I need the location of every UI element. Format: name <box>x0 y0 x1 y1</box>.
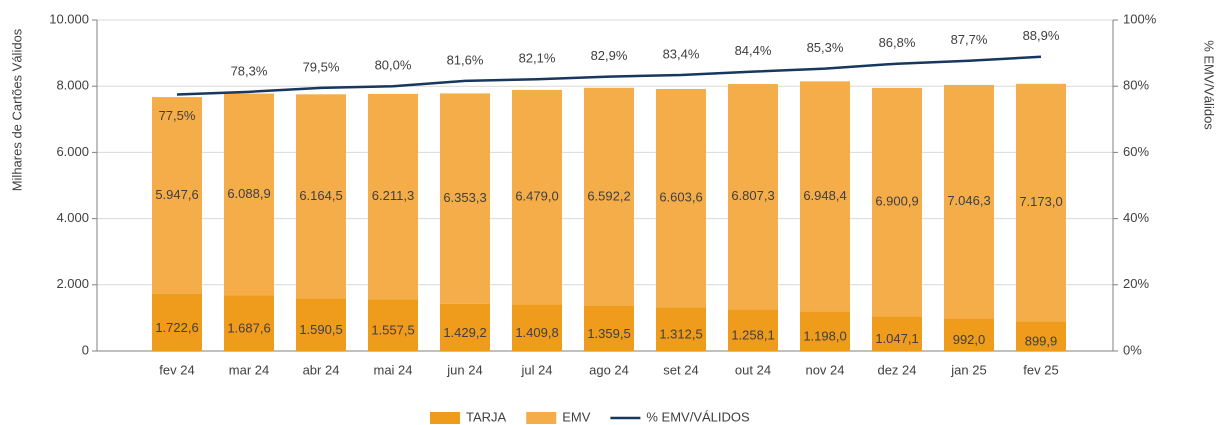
y-axis-label: Milhares de Cartões Válidos <box>9 28 24 191</box>
bar-segment <box>512 304 562 351</box>
bar-segment <box>296 298 346 351</box>
line-label: 82,1% <box>519 51 556 66</box>
bar-segment <box>800 311 850 351</box>
y-tick-label: 0 <box>82 342 89 357</box>
bar-segment <box>224 93 274 296</box>
y-tick-label: 10.000 <box>49 11 89 26</box>
legend-swatch <box>430 412 460 424</box>
bar-segment <box>584 306 634 351</box>
x-tick-label: dez 24 <box>877 362 916 377</box>
x-tick-label: jun 24 <box>446 362 482 377</box>
bar-segment <box>512 89 562 305</box>
y-tick-label: 4.000 <box>56 210 89 225</box>
data-label: 7.046,3 <box>947 193 990 208</box>
data-label: 1.429,2 <box>443 325 486 340</box>
bar-segment <box>1016 321 1066 351</box>
data-label: 1.409,8 <box>515 325 558 340</box>
line-label: 84,4% <box>735 43 772 58</box>
bar-segment <box>368 299 418 351</box>
x-tick-label: set 24 <box>663 362 698 377</box>
data-label: 7.173,0 <box>1019 194 1062 209</box>
bar-segment <box>872 316 922 351</box>
data-label: 6.088,9 <box>227 186 270 201</box>
bar-segment <box>296 94 346 299</box>
data-label: 6.592,2 <box>587 188 630 203</box>
y2-tick-label: 40% <box>1123 210 1149 225</box>
x-tick-label: out 24 <box>735 362 771 377</box>
y2-tick-label: 80% <box>1123 78 1149 93</box>
data-label: 6.479,0 <box>515 189 558 204</box>
line-label: 77,5% <box>159 108 196 123</box>
x-tick-label: abr 24 <box>303 362 340 377</box>
line-label: 80,0% <box>375 58 412 73</box>
data-label: 1.722,6 <box>155 320 198 335</box>
line-label: 78,3% <box>231 63 268 78</box>
y2-tick-label: 20% <box>1123 276 1149 291</box>
legend-label: % EMV/VÁLIDOS <box>646 409 750 424</box>
legend-label: TARJA <box>466 409 507 424</box>
line-label: 87,7% <box>951 32 988 47</box>
x-tick-label: fev 25 <box>1023 362 1058 377</box>
x-tick-label: ago 24 <box>589 362 629 377</box>
data-label: 6.900,9 <box>875 194 918 209</box>
bar-segment <box>152 293 202 351</box>
y-tick-label: 6.000 <box>56 144 89 159</box>
data-label: 1.312,5 <box>659 327 702 342</box>
bar-segment <box>152 97 202 294</box>
data-label: 6.948,4 <box>803 188 846 203</box>
bar-segment <box>728 84 778 310</box>
line-label: 85,3% <box>807 40 844 55</box>
data-label: 6.211,3 <box>372 188 414 203</box>
bar-segment <box>224 295 274 351</box>
bar-segment <box>584 87 634 307</box>
bar-segment <box>728 309 778 351</box>
data-label: 1.590,5 <box>299 322 342 337</box>
legend-swatch <box>526 412 557 424</box>
bar-segment <box>944 84 994 319</box>
data-label: 5.947,6 <box>155 187 198 202</box>
x-tick-label: jan 25 <box>950 362 986 377</box>
x-tick-label: fev 24 <box>159 362 194 377</box>
x-tick-label: jul 24 <box>520 362 552 377</box>
y2-tick-label: 100% <box>1123 11 1157 26</box>
x-tick-label: mai 24 <box>373 362 412 377</box>
data-label: 1.359,5 <box>587 326 630 341</box>
y2-axis-label: % EMV/Válidos <box>1202 40 1217 130</box>
data-label: 899,9 <box>1025 334 1058 349</box>
line-label: 88,9% <box>1023 28 1060 43</box>
y2-tick-label: 60% <box>1123 144 1149 159</box>
x-tick-label: mar 24 <box>229 362 269 377</box>
bar-segment <box>944 318 994 351</box>
bar-segment <box>1016 83 1066 322</box>
bar-segment <box>440 93 490 304</box>
data-label: 1.198,0 <box>803 329 846 344</box>
bar-segment <box>800 81 850 312</box>
x-tick-label: nov 24 <box>805 362 844 377</box>
line-label: 83,4% <box>663 46 700 61</box>
y2-tick-label: 0% <box>1123 342 1142 357</box>
y-tick-label: 2.000 <box>56 276 89 291</box>
data-label: 6.807,3 <box>731 188 774 203</box>
bar-segment <box>368 93 418 300</box>
data-label: 1.557,5 <box>371 323 414 338</box>
line-label: 82,9% <box>591 48 628 63</box>
bar-segment <box>656 88 706 308</box>
data-label: 1.687,6 <box>227 321 270 336</box>
bar-segment <box>872 87 922 317</box>
data-label: 6.353,3 <box>443 190 486 205</box>
line-label: 81,6% <box>447 52 484 67</box>
data-label: 1.047,1 <box>875 331 918 346</box>
legend-label: EMV <box>562 409 591 424</box>
y-tick-label: 8.000 <box>56 78 89 93</box>
data-label: 1.258,1 <box>731 328 774 343</box>
line-label: 86,8% <box>879 35 916 50</box>
line-label: 79,5% <box>303 59 340 74</box>
line-series <box>176 55 1042 96</box>
bar-segment <box>440 303 490 351</box>
data-label: 992,0 <box>953 332 986 347</box>
data-label: 6.164,5 <box>299 188 342 203</box>
bar-segment <box>656 307 706 351</box>
data-label: 6.603,6 <box>659 190 702 205</box>
